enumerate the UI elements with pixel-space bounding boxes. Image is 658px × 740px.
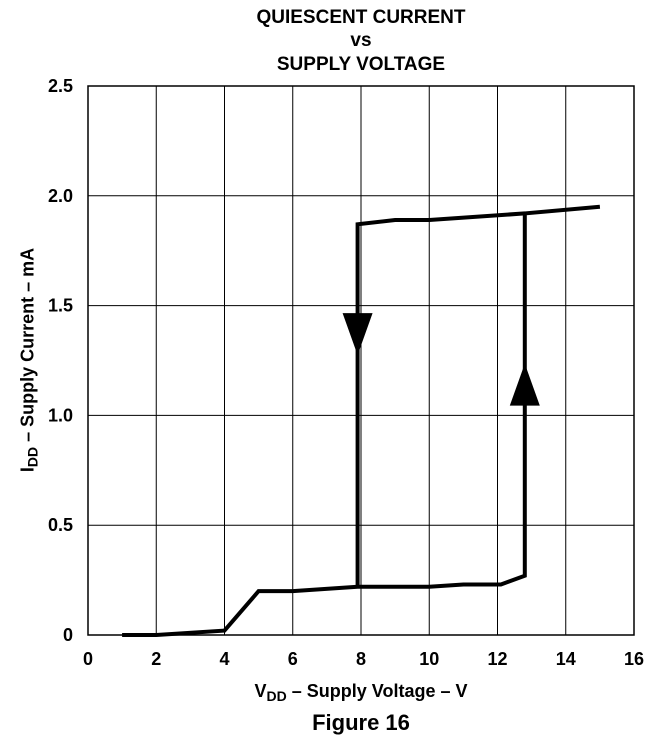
chart-title-line-2: vs [350, 30, 372, 51]
x-axis-label-subscript: DD [266, 688, 287, 704]
x-tick-label: 0 [83, 649, 93, 669]
x-tick-label: 12 [487, 649, 507, 669]
x-tick-label: 14 [556, 649, 576, 669]
y-axis-label: IDD – Supply Current – mA [17, 247, 41, 473]
y-tick-label: 2.0 [48, 186, 73, 206]
y-tick-label: 2.5 [48, 76, 73, 96]
y-axis-label-rest: – Supply Current – mA [17, 247, 38, 447]
series-line [122, 204, 601, 637]
y-tick-label: 1.5 [48, 296, 73, 316]
y-tick-label: 1.0 [48, 405, 73, 425]
figure-caption: Figure 16 [312, 710, 410, 735]
y-tick-label: 0.5 [48, 515, 73, 535]
chart-title-line-3: SUPPLY VOLTAGE [276, 54, 446, 75]
x-tick-label: 6 [288, 649, 298, 669]
x-axis-label: VDD – Supply Voltage – V [88, 681, 634, 704]
y-axis-label-main: I [17, 467, 38, 473]
x-tick-label: 2 [151, 649, 161, 669]
series-line [355, 211, 525, 587]
arrow-down-icon [342, 313, 373, 356]
y-tick-label: 0 [63, 625, 73, 645]
x-axis-label-main: V [254, 681, 267, 701]
x-tick-label: 8 [356, 649, 366, 669]
y-axis-label-subscript: DD [24, 446, 41, 468]
x-tick-label: 10 [419, 649, 439, 669]
chart-title-line-1: QUIESCENT CURRENT [256, 7, 466, 28]
arrow-up-icon [509, 363, 540, 406]
plot-frame [87, 85, 635, 636]
x-axis-label-rest: – Supply Voltage – V [286, 681, 468, 701]
x-tick-label: 4 [219, 649, 229, 669]
x-tick-label: 16 [624, 649, 644, 669]
